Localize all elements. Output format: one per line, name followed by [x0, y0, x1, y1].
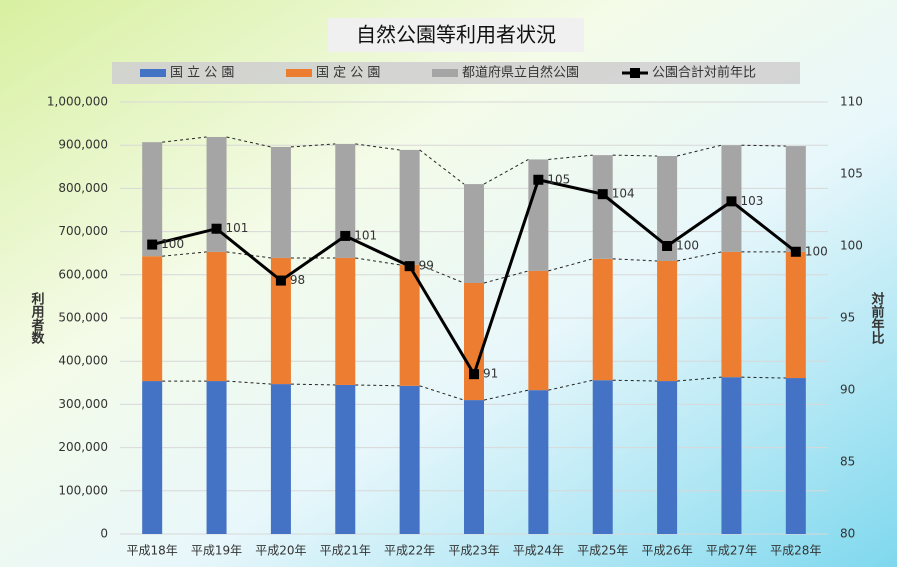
bar-segment [657, 381, 677, 534]
line-marker [147, 240, 157, 250]
y2-tick-label: 80 [840, 527, 855, 541]
data-label: 99 [419, 259, 434, 273]
legend-swatch [286, 69, 312, 77]
data-label: 98 [290, 273, 305, 287]
x-tick-label: 平成23年 [448, 544, 499, 558]
y-axis-label: 利用者数 [29, 291, 46, 345]
bar-segment [335, 385, 355, 534]
line-marker [662, 241, 672, 251]
bar-segment [142, 381, 162, 534]
legend-swatch [140, 69, 166, 77]
data-label: 100 [676, 239, 699, 253]
legend-label: 都道府県立自然公園 [462, 65, 579, 81]
bar-segment [593, 380, 613, 534]
data-label: 105 [547, 172, 570, 186]
x-tick-label: 平成24年 [513, 544, 564, 558]
data-label: 103 [740, 194, 763, 208]
x-tick-label: 平成26年 [641, 544, 692, 558]
bar-segment [721, 252, 741, 377]
x-tick-label: 平成27年 [706, 544, 757, 558]
y2-tick-label: 85 [840, 455, 855, 469]
bar-segment [593, 259, 613, 380]
y2-tick-label: 110 [840, 95, 863, 109]
bar-segment [142, 142, 162, 256]
x-tick-label: 平成28年 [770, 544, 821, 558]
bar-segment [142, 256, 162, 381]
x-tick-label: 平成18年 [127, 544, 178, 558]
bar-segment [335, 258, 355, 385]
bar-segment [657, 261, 677, 381]
y-tick-label: 500,000 [58, 311, 108, 325]
y-tick-label: 600,000 [58, 267, 108, 281]
legend-swatch [630, 68, 640, 78]
bar-segment [721, 377, 741, 534]
line-marker [726, 196, 736, 206]
legend-label: 国 立 公 園 [170, 66, 234, 81]
y2-tick-label: 95 [840, 311, 855, 325]
bar-segment [400, 265, 420, 386]
legend-label: 国 定 公 園 [316, 66, 380, 81]
y-tick-label: 900,000 [58, 138, 108, 152]
line-marker [533, 175, 543, 185]
y-tick-label: 800,000 [58, 181, 108, 195]
data-label: 101 [226, 221, 249, 235]
bar-segment [271, 147, 291, 258]
bar-segment [207, 381, 227, 534]
data-label: 101 [354, 228, 377, 242]
y2-tick-label: 105 [840, 167, 863, 181]
bar-segment [786, 378, 806, 534]
line-marker [791, 247, 801, 257]
bar-segment [464, 400, 484, 534]
data-label: 100 [805, 244, 828, 258]
line-marker [212, 224, 222, 234]
line-marker [340, 231, 350, 241]
x-tick-label: 平成21年 [320, 544, 371, 558]
y-tick-label: 1,000,000 [47, 95, 108, 109]
legend-label: 公園合計対前年比 [652, 65, 756, 81]
y-tick-label: 200,000 [58, 440, 108, 454]
y-tick-label: 400,000 [58, 354, 108, 368]
y-tick-label: 700,000 [58, 224, 108, 238]
data-label: 104 [612, 187, 635, 201]
data-label: 100 [161, 237, 184, 251]
y2-tick-label: 100 [840, 239, 863, 253]
data-label: 91 [483, 367, 498, 381]
y-tick-label: 100,000 [58, 483, 108, 497]
chart: 自然公園等利用者状況 利用者数 対前年比 0 100,000 200,000 300,… [0, 0, 897, 567]
bar-segment [528, 390, 548, 534]
bar-segment [400, 150, 420, 265]
bar-segment [786, 146, 806, 252]
x-tick-label: 平成19年 [191, 544, 242, 558]
y-tick-label: 300,000 [58, 397, 108, 411]
legend-swatch [432, 69, 458, 77]
line-marker [405, 261, 415, 271]
x-tick-label: 平成20年 [255, 544, 306, 558]
bar-segment [271, 384, 291, 534]
y2-axis-label: 対前年比 [869, 291, 886, 345]
background [0, 0, 897, 567]
line-marker [598, 189, 608, 199]
bar-segment [207, 252, 227, 381]
x-tick-label: 平成22年 [384, 544, 435, 558]
bar-segment [464, 283, 484, 400]
y-tick-label: 0 [100, 527, 108, 541]
line-marker [469, 369, 479, 379]
bar-segment [786, 252, 806, 378]
bar-segment [400, 386, 420, 534]
y2-tick-label: 90 [840, 383, 855, 397]
bar-segment [464, 184, 484, 283]
bar-segment [528, 271, 548, 390]
bar-segment [593, 155, 613, 259]
line-marker [276, 276, 286, 286]
x-tick-label: 平成25年 [577, 544, 628, 558]
chart-title: 自然公園等利用者状況 [356, 23, 556, 47]
